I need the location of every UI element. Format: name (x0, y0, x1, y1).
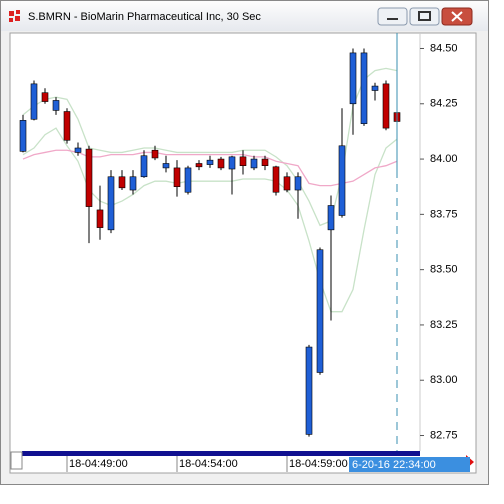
candle-body (107, 176, 115, 231)
candle-body (118, 176, 126, 189)
candle-body (30, 83, 38, 120)
candle-body (96, 209, 104, 228)
candle-body (195, 163, 203, 168)
candle-body (382, 83, 390, 129)
candle-body (184, 167, 192, 193)
window-title: S.BMRN - BioMarin Pharmaceutical Inc, 30… (28, 11, 261, 23)
y-tick-label: 83.25 (430, 319, 458, 331)
time-scroll-bar[interactable] (22, 451, 420, 456)
y-tick-label: 84.50 (430, 42, 458, 54)
minimize-button[interactable] (377, 7, 408, 26)
candle-body (349, 52, 357, 105)
x-tick-label: 18-04:49:00 (69, 458, 128, 470)
x-tick-label: 18-04:59:00 (289, 458, 348, 470)
scroll-box[interactable] (10, 451, 23, 470)
indicator-line (22, 149, 398, 187)
y-tick-label: 83.00 (430, 374, 458, 386)
candle-body (217, 158, 225, 169)
candle-body (316, 249, 324, 373)
x-tick-label: 18-04:54:00 (179, 458, 238, 470)
indicator-line (22, 67, 398, 227)
y-tick-label: 83.75 (430, 208, 458, 220)
candle-body (162, 163, 170, 169)
candle-body (327, 205, 335, 231)
candle-body (360, 52, 368, 124)
window-buttons[interactable] (377, 7, 473, 26)
candle-body (151, 149, 159, 159)
y-tick-label: 84.25 (430, 98, 458, 110)
candle-body (129, 176, 137, 191)
candle-body (261, 158, 269, 166)
candle-body (173, 167, 181, 188)
candle-body (294, 176, 302, 191)
maximize-button[interactable] (409, 7, 440, 26)
y-tick-label: 83.50 (430, 264, 458, 276)
y-tick-label: 84.00 (430, 153, 458, 165)
candle-body (140, 155, 148, 178)
candle-body (272, 166, 280, 193)
cursor-label: 6-20-16 22:34:00 (352, 459, 436, 471)
indicator-line (22, 127, 398, 313)
candle-body (52, 100, 60, 111)
candle-body (63, 111, 71, 141)
app-icon (9, 10, 20, 22)
candle-body (239, 156, 247, 166)
y-tick-label: 82.75 (430, 429, 458, 441)
candle-body (283, 176, 291, 191)
candle-body (250, 158, 258, 169)
candle-body (85, 148, 93, 207)
candle-body (228, 156, 236, 170)
candle-body (41, 92, 49, 102)
chart-area (9, 32, 477, 474)
candle-body (206, 159, 214, 165)
cursor-label-box (349, 457, 470, 472)
candle-body (371, 85, 379, 91)
candle-body (19, 120, 27, 152)
candle-body (74, 147, 82, 153)
candle-body (305, 346, 313, 435)
candle-body (338, 145, 346, 216)
